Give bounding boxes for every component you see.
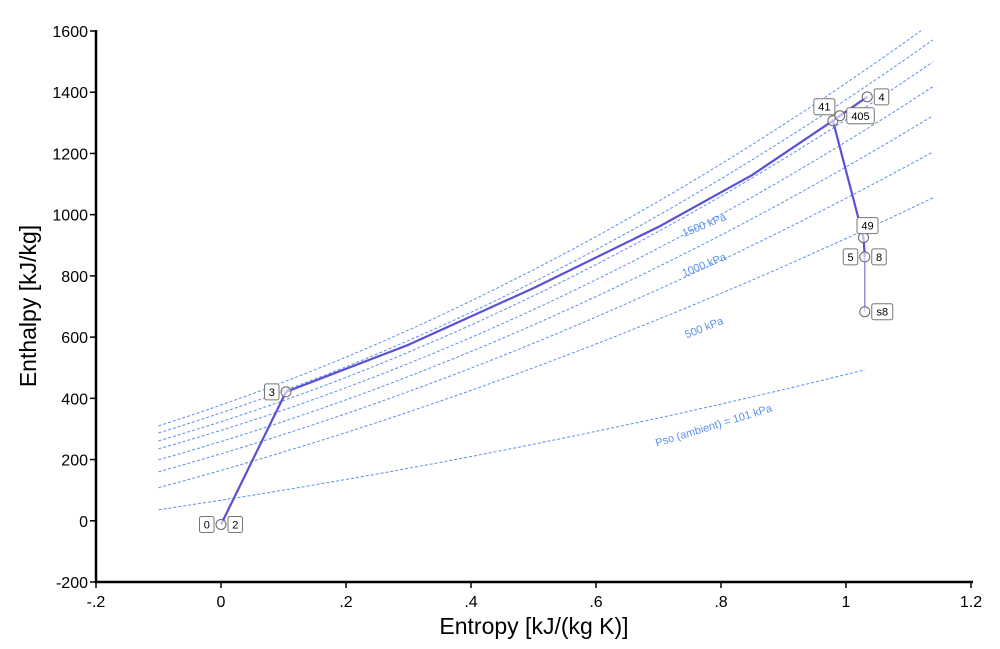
x-tick-label: 0 [217, 594, 226, 611]
y-tick-label: 1600 [52, 24, 88, 41]
state-point-marker [859, 251, 871, 263]
state-point-label: 8 [876, 252, 882, 264]
y-tick-label: 200 [61, 453, 88, 470]
state-point-label-group: 41 [813, 98, 836, 116]
state-point-label-box [813, 98, 836, 116]
state-point-label-group: 3 [264, 383, 280, 401]
isobar-line-0 [158, 30, 922, 427]
state-point-label-group: 0 [199, 515, 215, 533]
state-point-label-box [199, 515, 215, 533]
state-point-label: s8 [876, 307, 888, 319]
isobar-label: 1000 kPa [680, 251, 728, 280]
state-point-marker [861, 91, 873, 103]
state-point-label: 5 [847, 252, 853, 264]
state-point-label-group: 49 [856, 217, 879, 235]
y-axis-title: Enthalpy [kJ/kg] [15, 225, 41, 387]
state-point-label: 2 [232, 519, 238, 531]
y-tick-label: 0 [79, 514, 88, 531]
state-point-label-box [842, 248, 859, 266]
y-tick-label: 1200 [52, 146, 88, 163]
state-point-label-group: 8 [871, 248, 887, 266]
cycle-lines [220, 95, 868, 525]
x-tick-label: -.2 [87, 594, 106, 611]
y-tick-label: 1400 [52, 85, 88, 102]
state-point-label-group: 405 [846, 107, 875, 125]
state-point-label-group: 5 [842, 248, 859, 266]
state-point-label: 4 [878, 92, 884, 104]
cycle-points: 0 2 3 41 405 4 49 5 8 s8 [199, 88, 894, 533]
isobar-label: Pso (ambient) = 101 kPa [654, 402, 774, 449]
x-ticks: -.2 0 .2 .4 .6 .8 1 1.2 [87, 582, 982, 611]
state-point-label-box [873, 88, 890, 106]
x-tick-label: 1.2 [960, 594, 982, 611]
x-axis-title: Entropy [kJ/(kg K)] [439, 613, 628, 639]
y-tick-label: 400 [61, 391, 88, 408]
state-point-label: 0 [204, 519, 210, 531]
state-point-label: 3 [269, 387, 275, 399]
state-point-marker [215, 518, 227, 530]
x-tick-label: .2 [339, 594, 352, 611]
x-tick-label: .8 [714, 594, 727, 611]
state-point-label-box [264, 383, 280, 401]
y-tick-label: 800 [61, 269, 88, 286]
state-point-marker [834, 110, 846, 122]
y-tick-label: -200 [56, 575, 88, 592]
state-point-label: 41 [818, 102, 830, 114]
y-ticks: -200 0 200 400 600 800 1000 1200 1400 1600 [52, 24, 96, 592]
state-point-label-box [227, 515, 243, 533]
state-point-label-group: 2 [227, 515, 243, 533]
state-point-label-box [871, 303, 894, 321]
state-point-label: 405 [851, 111, 869, 123]
state-point-label-box [871, 248, 887, 266]
isobar-line-3 [158, 86, 934, 450]
state-point-marker [280, 386, 292, 398]
state-point-label-box [856, 217, 879, 235]
axes [94, 30, 973, 584]
state-point-label-group: 4 [873, 88, 890, 106]
state-point-label: 49 [861, 221, 873, 233]
state-point-marker [859, 306, 871, 318]
cycle-line-heat-addition [285, 119, 834, 393]
x-tick-label: 1 [842, 594, 851, 611]
y-tick-label: 600 [61, 330, 88, 347]
y-tick-label: 1000 [52, 208, 88, 225]
state-point-label-group: s8 [871, 303, 894, 321]
isobar-line-2 [158, 61, 934, 442]
x-tick-label: .4 [464, 594, 477, 611]
isobar-label: 500 kPa [683, 315, 726, 342]
cycle-line-compression [220, 391, 287, 525]
isobar-line-6 [158, 197, 934, 489]
isobar-line-4 [158, 115, 934, 461]
isobar-line-5 [158, 151, 934, 473]
state-point-label-box [846, 107, 875, 125]
x-tick-label: .6 [589, 594, 602, 611]
